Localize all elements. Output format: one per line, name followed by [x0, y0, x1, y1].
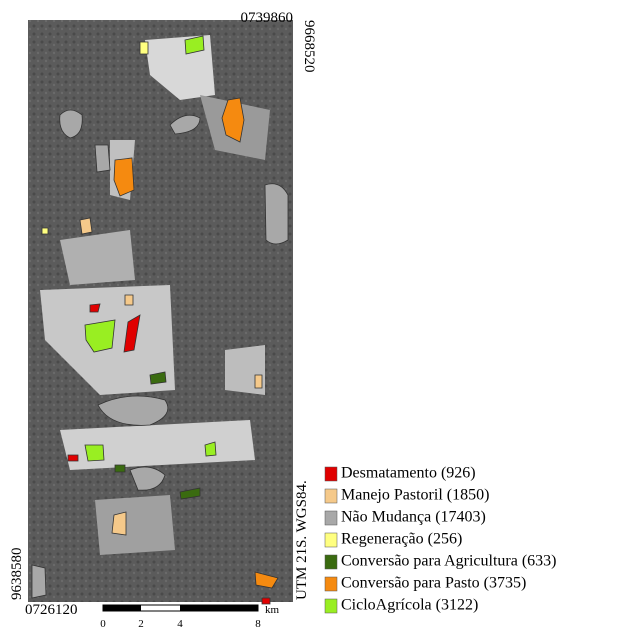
legend-label: Manejo Pastoril (1850): [341, 487, 489, 504]
scale-label: 2: [138, 618, 144, 630]
legend-label: Não Mudança (17403): [341, 509, 486, 526]
scale-label: 4: [177, 618, 183, 630]
satellite-image: [28, 20, 293, 602]
scale-unit: km: [265, 604, 280, 616]
legend-label: Conversão para Pasto (3735): [341, 575, 526, 592]
legend-label: Desmatamento (926): [341, 465, 476, 482]
legend-label: Regeneração (256): [341, 531, 462, 548]
scale-bar: [103, 605, 258, 611]
coord-bottom: 0726120: [25, 602, 78, 618]
legend-swatch: [325, 599, 337, 613]
legend-label: CicloAgrícola (3122): [341, 597, 478, 614]
coord-right: 9668520: [301, 20, 317, 73]
projection: UTM 21S. WGS84.: [294, 480, 310, 600]
scale-label: 0: [100, 618, 106, 630]
map-svg: 0739860 9668520 9638580 0726120 UTM 21S.…: [0, 0, 620, 633]
legend-swatch: [325, 555, 337, 569]
legend-swatch: [325, 467, 337, 481]
legend-swatch: [325, 511, 337, 525]
legend-label: Conversão para Agricultura (633): [341, 553, 556, 570]
coord-left: 9638580: [9, 548, 25, 601]
legend-swatch: [325, 533, 337, 547]
map-figure: 0739860 9668520 9638580 0726120 UTM 21S.…: [0, 0, 620, 633]
legend-swatch: [325, 577, 337, 591]
scale-label: 8: [255, 618, 261, 630]
legend-swatch: [325, 489, 337, 503]
coord-top: 0739860: [241, 10, 294, 26]
